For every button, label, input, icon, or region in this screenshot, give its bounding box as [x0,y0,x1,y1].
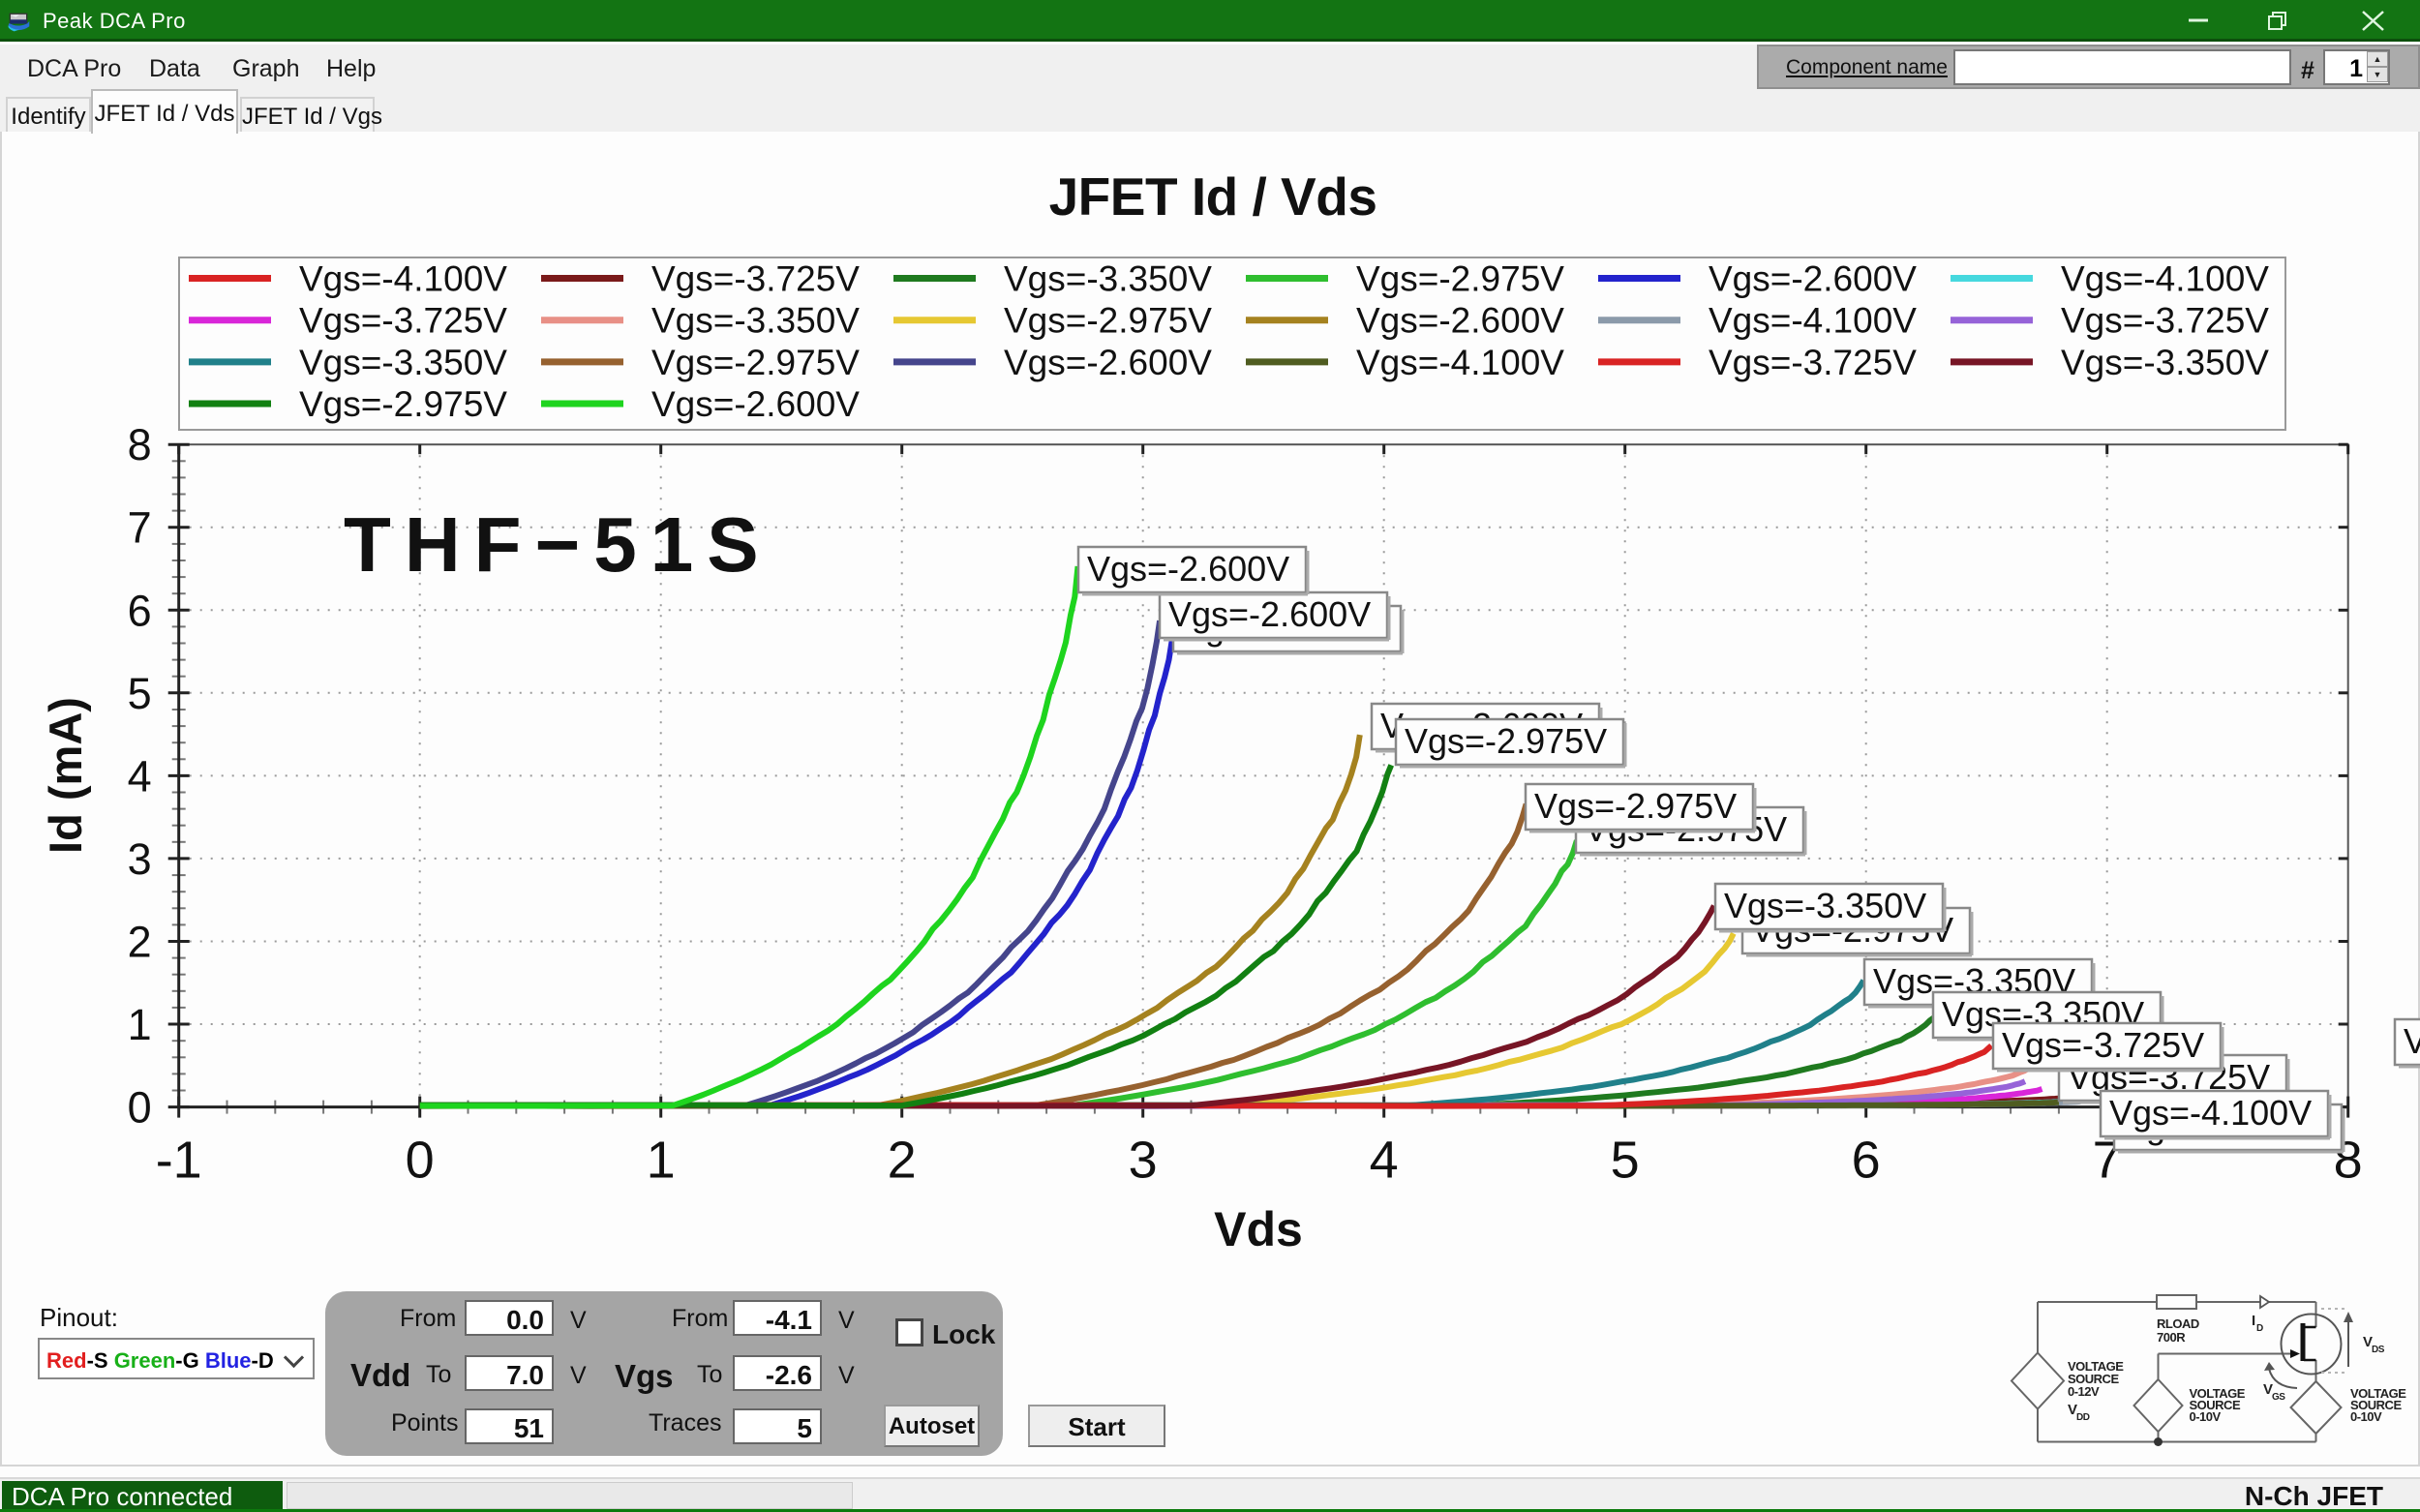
svg-text:Vgs=-4.100V: Vgs=-4.100V [1356,343,1564,382]
svg-text:Vgs=-2.975V: Vgs=-2.975V [1356,259,1564,299]
svg-text:Vgs=-2.975V: Vgs=-2.975V [299,384,507,424]
svg-text:Vgs=-3.350V: Vgs=-3.350V [1724,886,1926,925]
svg-text:5: 5 [1611,1132,1640,1190]
svg-text:3: 3 [1129,1132,1158,1190]
svg-text:VOLTAGE: VOLTAGE [2068,1359,2124,1374]
svg-text:DS: DS [2372,1345,2385,1355]
svg-text:Vgs=-2.600V: Vgs=-2.600V [1168,594,1371,634]
svg-text:Vgs=-2.600V: Vgs=-2.600V [1087,549,1289,589]
svg-text:4: 4 [128,751,152,801]
svg-text:Vgs=-2.975V: Vgs=-2.975V [1534,786,1737,826]
svg-text:Vgs=-3.725V: Vgs=-3.725V [2002,1025,2204,1065]
svg-text:I: I [2252,1313,2255,1329]
svg-text:VOLTAGE: VOLTAGE [2350,1386,2406,1401]
svg-text:0-10V: 0-10V [2350,1409,2382,1424]
svg-text:JFET Id / Vds: JFET Id / Vds [1049,166,1377,227]
svg-text:2: 2 [888,1132,917,1190]
svg-text:5: 5 [128,669,152,718]
svg-text:D: D [2256,1323,2263,1334]
svg-text:Vgs=-2.975V: Vgs=-2.975V [1004,301,1212,341]
svg-text:SOURCE: SOURCE [2350,1398,2402,1412]
svg-text:Vgs=-2.600V: Vgs=-2.600V [651,384,860,424]
svg-text:3: 3 [128,834,152,884]
svg-text:Vgs=-2.600V: Vgs=-2.600V [1356,301,1564,341]
svg-text:6: 6 [128,586,152,635]
svg-text:Vgs=-2.975V: Vgs=-2.975V [651,343,860,382]
svg-text:Vgs=-3.725V: Vgs=-3.725V [299,301,507,341]
svg-text:Vgs=-4.100V: Vgs=-4.100V [2061,259,2269,299]
svg-text:RLOAD: RLOAD [2157,1316,2199,1331]
svg-text:0: 0 [128,1083,152,1133]
svg-text:Vgs=-3.350V: Vgs=-3.350V [1004,259,1212,299]
svg-text:-1: -1 [156,1132,202,1190]
svg-text:700R: 700R [2157,1330,2186,1345]
svg-text:Vgs=-2.975V: Vgs=-2.975V [1405,721,1607,761]
svg-text:0-10V: 0-10V [2190,1409,2222,1424]
svg-text:Vgs=-3.350V: Vgs=-3.350V [2404,1021,2420,1061]
svg-text:Vgs=-3.725V: Vgs=-3.725V [651,259,860,299]
svg-text:Vgs=-3.350V: Vgs=-3.350V [299,343,507,382]
svg-text:SOURCE: SOURCE [2190,1398,2241,1412]
svg-text:Vgs=-2.600V: Vgs=-2.600V [1709,259,1917,299]
svg-text:Vds: Vds [1214,1202,1303,1256]
svg-text:Vgs=-4.100V: Vgs=-4.100V [2109,1093,2312,1133]
svg-text:SOURCE: SOURCE [2068,1372,2119,1386]
svg-text:Vgs=-3.350V: Vgs=-3.350V [2061,343,2269,382]
svg-text:Vgs=-2.600V: Vgs=-2.600V [1004,343,1212,382]
svg-text:VOLTAGE: VOLTAGE [2190,1386,2246,1401]
svg-text:THF−51S: THF−51S [344,501,772,588]
svg-text:Vgs=-4.100V: Vgs=-4.100V [299,259,507,299]
svg-text:V: V [2263,1381,2273,1398]
svg-text:Vgs=-3.725V: Vgs=-3.725V [1709,343,1917,382]
svg-text:Vgs=-3.725V: Vgs=-3.725V [2061,301,2269,341]
svg-text:V: V [2363,1334,2373,1350]
svg-text:2: 2 [128,918,152,967]
svg-text:Vgs=-3.350V: Vgs=-3.350V [651,301,860,341]
svg-text:4: 4 [1370,1132,1399,1190]
svg-text:0: 0 [406,1132,435,1190]
svg-text:Id (mA): Id (mA) [40,697,91,854]
svg-text:V: V [2068,1402,2077,1418]
svg-text:Vgs=-4.100V: Vgs=-4.100V [1709,301,1917,341]
svg-text:1: 1 [128,1000,152,1049]
svg-text:1: 1 [647,1132,676,1190]
svg-text:6: 6 [1852,1132,1881,1190]
svg-text:GS: GS [2272,1392,2285,1403]
svg-text:DD: DD [2076,1412,2090,1423]
svg-text:8: 8 [128,420,152,469]
svg-text:7: 7 [128,503,152,553]
svg-text:0-12V: 0-12V [2068,1384,2100,1399]
